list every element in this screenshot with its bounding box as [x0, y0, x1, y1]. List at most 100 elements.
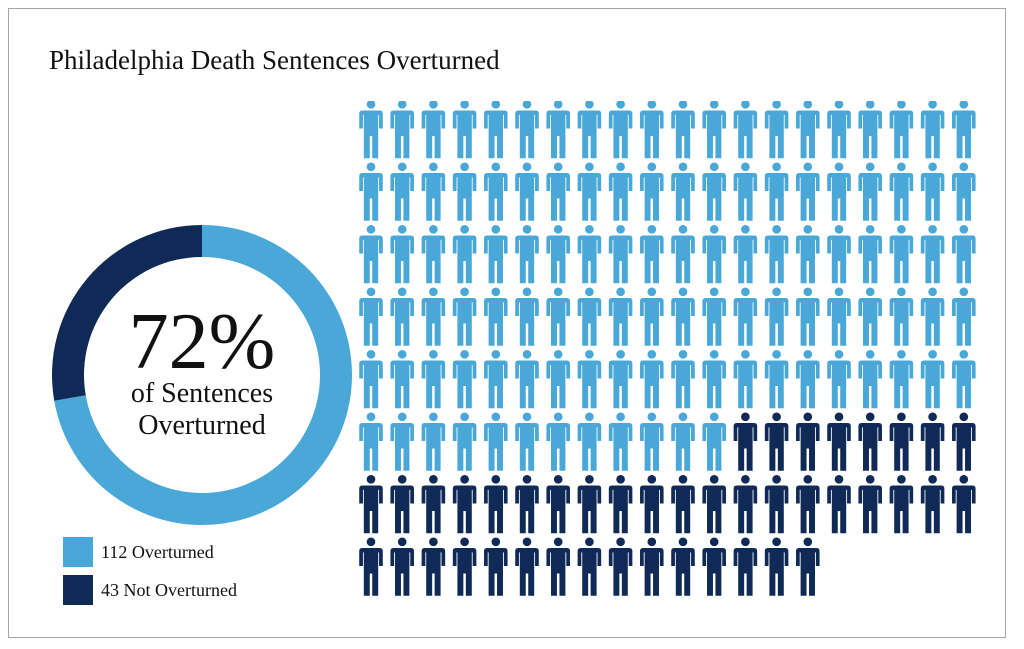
person-icon-overturned — [640, 350, 664, 409]
person-icon-not-overturned — [796, 537, 820, 596]
person-icon-overturned — [515, 350, 539, 409]
person-icon-overturned — [889, 287, 914, 346]
person-icon-not-overturned — [421, 475, 446, 534]
person-icon-overturned — [546, 225, 570, 284]
person-icon-not-overturned — [484, 475, 508, 534]
person-icon-overturned — [640, 101, 664, 159]
person-icon-not-overturned — [640, 475, 664, 534]
person-icon-overturned — [827, 350, 851, 409]
person-icon-overturned — [920, 101, 945, 159]
person-icon-overturned — [640, 162, 664, 221]
person-icon-overturned — [796, 225, 820, 284]
person-icon-not-overturned — [702, 475, 726, 534]
person-icon-not-overturned — [452, 475, 477, 534]
person-icon-overturned — [952, 225, 976, 284]
pictogram-grid — [359, 101, 976, 596]
person-icon-overturned — [421, 350, 446, 409]
person-icon-not-overturned — [733, 412, 758, 471]
person-icon-not-overturned — [796, 475, 820, 534]
legend-swatch-not-overturned — [63, 575, 93, 605]
person-icon-overturned — [484, 287, 508, 346]
person-icon-not-overturned — [484, 537, 508, 596]
person-icon-overturned — [640, 287, 664, 346]
person-icon-overturned — [421, 412, 446, 471]
legend-label-not-overturned: 43 Not Overturned — [101, 579, 237, 600]
person-icon-overturned — [452, 350, 477, 409]
person-icon-overturned — [421, 162, 446, 221]
person-icon-not-overturned — [671, 475, 695, 534]
person-icon-not-overturned — [764, 475, 789, 534]
person-icon-overturned — [577, 101, 602, 159]
person-icon-overturned — [484, 350, 508, 409]
person-icon-not-overturned — [608, 475, 633, 534]
person-icon-overturned — [390, 412, 414, 471]
person-icon-overturned — [671, 287, 695, 346]
person-icon-not-overturned — [796, 412, 820, 471]
person-icon-overturned — [390, 350, 414, 409]
legend-swatch-overturned — [63, 537, 93, 567]
chart-frame: Philadelphia Death Sentences Overturned … — [8, 8, 1006, 638]
person-icon-overturned — [702, 225, 726, 284]
person-icon-overturned — [577, 225, 602, 284]
person-icon-not-overturned — [608, 537, 633, 596]
person-icon-overturned — [952, 287, 976, 346]
person-icon-overturned — [421, 287, 446, 346]
person-icon-not-overturned — [546, 475, 570, 534]
donut-center-value: 72% — [129, 298, 276, 386]
person-icon-not-overturned — [764, 412, 789, 471]
person-icon-overturned — [546, 412, 570, 471]
donut-center-caption-2: Overturned — [138, 410, 266, 441]
person-icon-overturned — [390, 287, 414, 346]
person-icon-overturned — [452, 101, 477, 159]
person-icon-overturned — [484, 225, 508, 284]
person-icon-not-overturned — [952, 475, 976, 534]
person-icon-not-overturned — [577, 475, 602, 534]
person-icon-not-overturned — [671, 537, 695, 596]
person-icon-overturned — [889, 162, 914, 221]
person-icon-overturned — [546, 350, 570, 409]
person-icon-overturned — [359, 287, 383, 346]
person-icon-not-overturned — [702, 537, 726, 596]
person-icon-overturned — [359, 162, 383, 221]
donut-slice-not-overturned — [51, 225, 202, 401]
person-icon-overturned — [827, 225, 851, 284]
person-icon-not-overturned — [858, 412, 882, 471]
person-icon-overturned — [421, 225, 446, 284]
person-icon-overturned — [952, 350, 976, 409]
person-icon-overturned — [858, 287, 882, 346]
person-icon-not-overturned — [452, 537, 477, 596]
person-icon-overturned — [889, 225, 914, 284]
person-icon-overturned — [952, 162, 976, 221]
person-icon-not-overturned — [515, 537, 539, 596]
person-icon-overturned — [484, 162, 508, 221]
person-icon-overturned — [796, 287, 820, 346]
person-icon-overturned — [671, 101, 695, 159]
person-icon-overturned — [608, 101, 633, 159]
person-icon-overturned — [515, 225, 539, 284]
person-icon-overturned — [608, 162, 633, 221]
person-icon-not-overturned — [858, 475, 882, 534]
person-icon-not-overturned — [889, 475, 914, 534]
person-icon-overturned — [608, 412, 633, 471]
person-icon-overturned — [452, 225, 477, 284]
person-icon-overturned — [858, 350, 882, 409]
person-icon-overturned — [796, 101, 820, 159]
person-icon-overturned — [702, 287, 726, 346]
person-icon-overturned — [452, 412, 477, 471]
person-icon-not-overturned — [640, 537, 664, 596]
person-icon-overturned — [390, 162, 414, 221]
person-icon-not-overturned — [359, 537, 383, 596]
person-icon-overturned — [452, 162, 477, 221]
person-icon-overturned — [671, 412, 695, 471]
person-icon-overturned — [764, 287, 789, 346]
person-icon-overturned — [920, 225, 945, 284]
person-icon-not-overturned — [546, 537, 570, 596]
person-icon-overturned — [515, 412, 539, 471]
person-icon-overturned — [764, 225, 789, 284]
person-icon-overturned — [764, 162, 789, 221]
person-icon-overturned — [546, 287, 570, 346]
person-icon-not-overturned — [952, 412, 976, 471]
person-icon-overturned — [702, 412, 726, 471]
person-icon-overturned — [546, 101, 570, 159]
person-icon-not-overturned — [390, 475, 414, 534]
